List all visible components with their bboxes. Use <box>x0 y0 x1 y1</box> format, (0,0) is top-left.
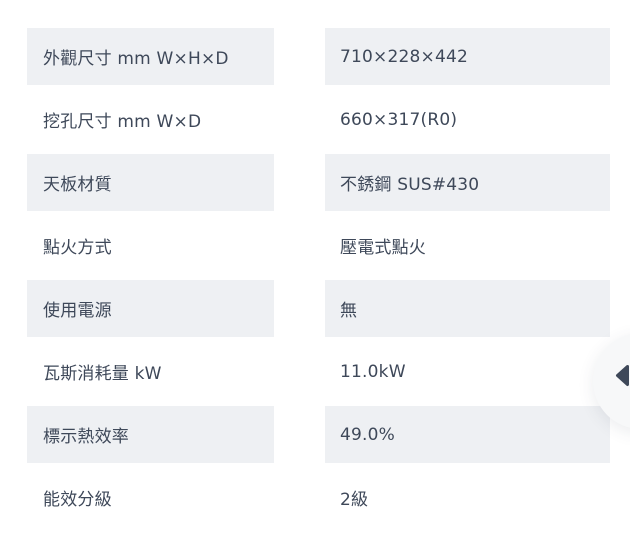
spec-value: 無 <box>325 280 610 337</box>
table-row: 點火方式 壓電式點火 <box>27 217 610 274</box>
spec-label: 標示熱效率 <box>27 406 274 463</box>
spec-label: 使用電源 <box>27 280 274 337</box>
spec-value: 660×317(R0) <box>340 109 458 130</box>
table-row: 能效分級 2級 <box>27 469 610 526</box>
table-row: 瓦斯消耗量 kW 11.0kW <box>27 343 610 400</box>
spec-label: 挖孔尺寸 mm W×D <box>43 112 202 132</box>
left-arrow-icon <box>615 364 629 387</box>
spec-value: 不銹鋼 SUS#430 <box>325 154 610 211</box>
spec-value: 710×228×442 <box>325 28 610 85</box>
spec-label: 天板材質 <box>27 154 274 211</box>
spec-label: 瓦斯消耗量 kW <box>43 364 162 384</box>
spec-value: 壓電式點火 <box>340 238 426 258</box>
spec-label: 點火方式 <box>43 238 112 258</box>
spec-value: 11.0kW <box>340 361 406 382</box>
spec-label: 能效分級 <box>43 490 112 510</box>
table-row: 使用電源 無 <box>27 280 610 337</box>
table-row: 挖孔尺寸 mm W×D 660×317(R0) <box>27 91 610 148</box>
spec-label: 外觀尺寸 mm W×H×D <box>27 28 274 85</box>
table-row: 外觀尺寸 mm W×H×D 710×228×442 <box>27 28 610 85</box>
table-row: 標示熱效率 49.0% <box>27 406 610 463</box>
spec-value: 49.0% <box>325 406 610 463</box>
spec-table: 外觀尺寸 mm W×H×D 710×228×442 挖孔尺寸 mm W×D 66… <box>27 28 610 532</box>
spec-value: 2級 <box>340 490 369 510</box>
table-row: 天板材質 不銹鋼 SUS#430 <box>27 154 610 211</box>
